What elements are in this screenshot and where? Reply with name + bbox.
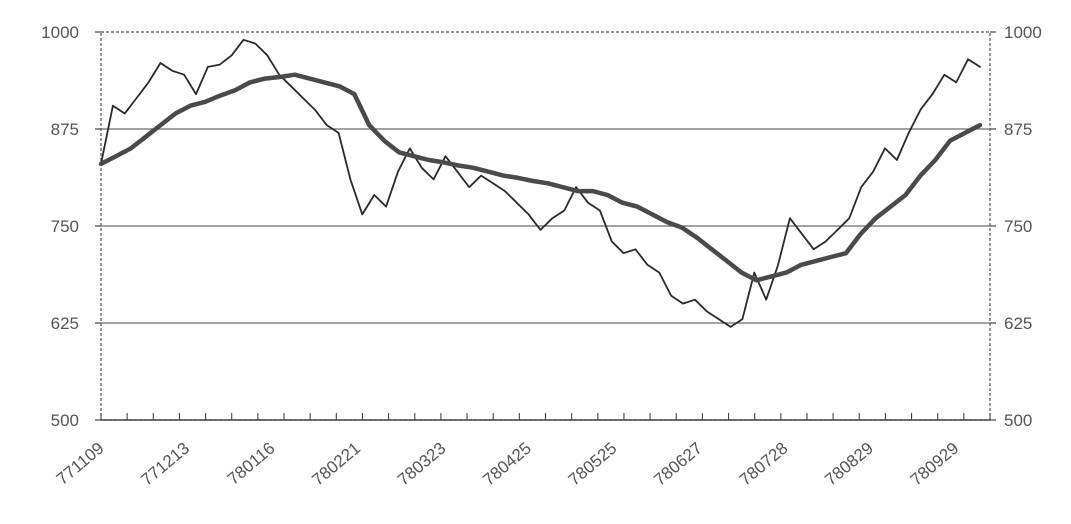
series-lines xyxy=(98,38,983,328)
y-tick-label-right: 625 xyxy=(1004,314,1032,333)
y-tick-label-right: 750 xyxy=(1004,217,1032,236)
y-tick-label-left: 750 xyxy=(51,217,79,236)
x-tick-label: 771109 xyxy=(53,439,108,489)
y-tick-label-left: 625 xyxy=(51,314,79,333)
x-tick-label: 780929 xyxy=(907,439,963,490)
x-tick-label: 780323 xyxy=(394,439,450,490)
series-line-thick xyxy=(98,72,983,283)
y-tick-label-left: 500 xyxy=(51,411,79,430)
axes xyxy=(95,31,996,421)
x-tick-label: 780116 xyxy=(224,439,279,489)
y-tick-label-right: 1000 xyxy=(1004,23,1042,42)
y-tick-label-left: 1000 xyxy=(41,23,79,42)
x-tick-label: 780221 xyxy=(308,439,364,490)
x-tick-label: 780627 xyxy=(650,439,706,490)
x-tick-label: 780728 xyxy=(736,439,792,490)
y-tick-label-right: 875 xyxy=(1004,120,1032,139)
x-tick-label: 780829 xyxy=(821,439,877,490)
x-tick-label: 771213 xyxy=(137,439,193,490)
y-tick-label-right: 500 xyxy=(1004,411,1032,430)
y-tick-label-left: 875 xyxy=(51,120,79,139)
series-line-thin xyxy=(100,38,981,328)
x-tick-label: 780525 xyxy=(565,439,621,490)
x-tick-label: 780425 xyxy=(479,439,535,490)
